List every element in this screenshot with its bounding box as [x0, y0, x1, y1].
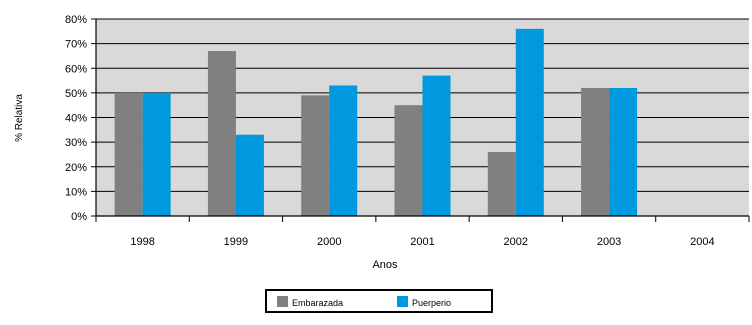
bar-embarazada-2002 [487, 151, 516, 216]
legend-label-puerperio: Puerperio [412, 298, 451, 308]
y-tick-label: 80% [65, 14, 87, 26]
bar-puerperio-2001 [422, 75, 451, 216]
x-tick-label: 1998 [130, 236, 154, 248]
y-ticks: 0% 10% 20% 30% 40% 50% 60% 70% 80% [65, 14, 96, 223]
y-axis-title: % Relativa [14, 94, 25, 142]
bar-puerperio-1999 [235, 134, 264, 216]
bar-puerperio-2000 [329, 85, 358, 216]
y-tick-label: 50% [65, 88, 87, 100]
y-tick-label: 40% [65, 113, 87, 125]
bar-puerperio-2002 [515, 28, 544, 216]
x-ticks: 1998 1999 2000 2001 2002 2003 2004 [95, 216, 750, 248]
y-tick-label: 10% [65, 186, 87, 198]
legend-label-embarazada: Embarazada [292, 298, 343, 308]
y-tick-label: 0% [71, 211, 87, 223]
legend-swatch-puerperio [397, 296, 408, 307]
bar-embarazada-2000 [301, 95, 330, 216]
x-tick-label: 2004 [690, 236, 714, 248]
legend-box [265, 289, 493, 313]
bar-puerperio-1998 [142, 92, 171, 216]
x-tick-label: 1999 [224, 236, 248, 248]
legend: Embarazada Puerperio [265, 289, 493, 313]
x-tick-label: 2003 [597, 236, 621, 248]
y-tick-label: 20% [65, 162, 87, 174]
x-axis-title: Anos [372, 259, 398, 271]
y-tick-label: 60% [65, 63, 87, 75]
x-tick-label: 2002 [504, 236, 528, 248]
legend-swatch-embarazada [277, 296, 288, 307]
bars [114, 28, 638, 217]
bar-embarazada-2001 [394, 105, 423, 216]
bar-embarazada-2003 [581, 87, 610, 216]
x-tick-label: 2001 [410, 236, 434, 248]
x-tick-label: 2000 [317, 236, 341, 248]
bar-puerperio-2003 [609, 87, 638, 216]
bar-embarazada-1998 [114, 92, 143, 216]
y-tick-label: 70% [65, 39, 87, 51]
y-tick-label: 30% [65, 137, 87, 149]
bar-embarazada-1999 [207, 51, 236, 217]
